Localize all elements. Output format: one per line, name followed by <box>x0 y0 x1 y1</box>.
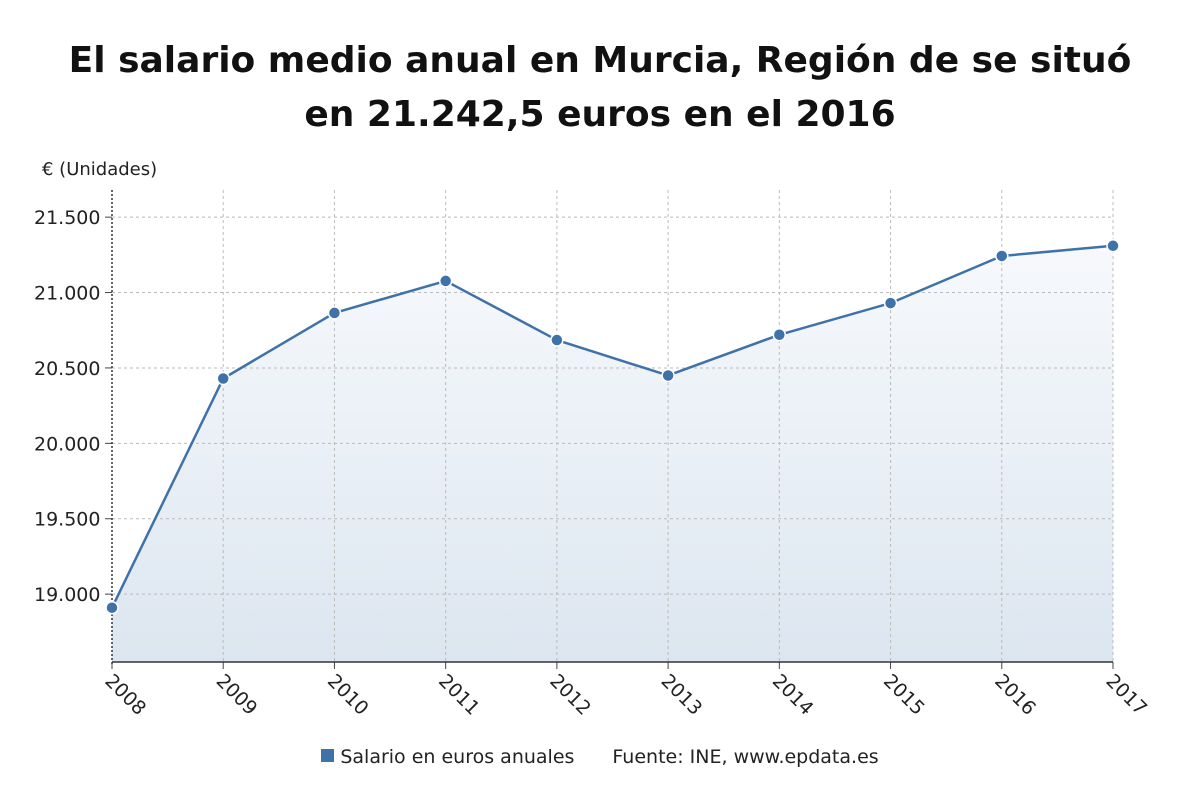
data-point <box>550 333 564 347</box>
data-point <box>772 328 787 342</box>
legend-series-label: Salario en euros anuales <box>340 746 575 768</box>
chart-title: El salario medio anual en Murcia, Región… <box>68 40 1132 135</box>
y-tick-label: 19.000 <box>34 584 100 606</box>
x-tick-label: 2012 <box>545 670 595 720</box>
x-tick-label: 2017 <box>1101 670 1151 720</box>
y-tick-label: 20.500 <box>34 358 100 380</box>
data-point <box>995 249 1009 263</box>
data-point <box>105 600 119 615</box>
data-point <box>883 296 898 310</box>
source-note: Fuente: INE, www.epdata.es <box>612 746 879 768</box>
y-tick-label: 21.000 <box>34 283 100 305</box>
legend-swatch <box>321 749 335 762</box>
x-tick-label: 2011 <box>434 670 484 720</box>
y-tick-label: 19.500 <box>34 509 100 531</box>
y-tick-label: 20.000 <box>34 433 100 455</box>
x-tick-label: 2010 <box>323 670 373 720</box>
x-tick-label: 2009 <box>212 670 262 720</box>
legend: Salario en euros anuales Fuente: INE, www… <box>0 746 1200 768</box>
series-line <box>110 244 1114 609</box>
x-tick-label: 2015 <box>879 670 929 720</box>
series-area-fill <box>112 245 1113 662</box>
data-point <box>216 371 230 386</box>
x-tick-label: 2014 <box>768 670 818 720</box>
data-point <box>327 306 342 320</box>
y-axis-label: € (Unidades) <box>42 159 157 180</box>
x-tick-label: 2008 <box>100 670 150 720</box>
x-tick-label: 2016 <box>990 670 1040 720</box>
y-tick-label: 21.500 <box>34 207 100 229</box>
data-point <box>1106 239 1120 253</box>
x-tick-label: 2013 <box>657 670 707 720</box>
data-point <box>661 368 675 383</box>
data-point <box>438 274 453 288</box>
